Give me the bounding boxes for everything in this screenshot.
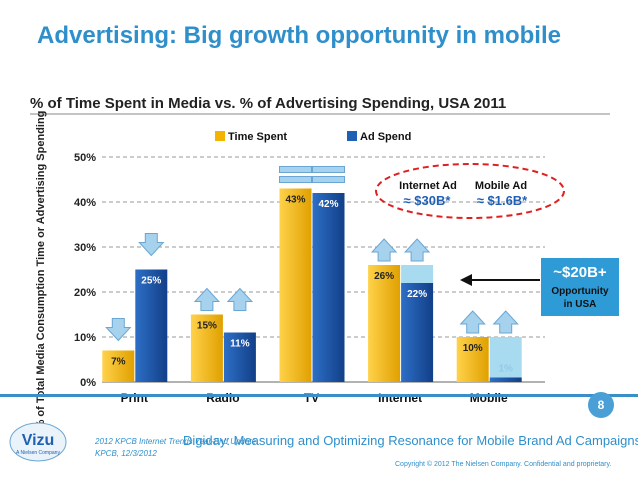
- annotations: Internet Ad ≈ $30B* Mobile Ad ≈ $1.6B* ~…: [375, 163, 619, 316]
- equal-bar: [312, 166, 345, 173]
- equal-bar: [279, 166, 312, 173]
- bar: [489, 377, 522, 382]
- source-line-1: 2012 KPCB Internet Trends Year-End Updat…: [95, 437, 256, 446]
- up-arrow: [226, 287, 254, 311]
- y-tick-label: 10%: [74, 332, 96, 344]
- y-tick-label: 0%: [80, 377, 96, 389]
- internet-ad-value: ≈ $30B*: [404, 193, 452, 208]
- bar: [135, 269, 168, 382]
- up-arrow: [492, 310, 519, 334]
- data-label: 42%: [318, 199, 338, 210]
- data-label: 25%: [141, 276, 161, 287]
- bar: [102, 350, 135, 382]
- source-text: 2012 KPCB Internet Trends Year-End Updat…: [95, 436, 256, 460]
- legend-label: Ad Spend: [360, 131, 411, 143]
- slide-title: Advertising: Big growth opportunity in m…: [37, 22, 561, 49]
- up-arrow: [459, 310, 486, 334]
- down-arrow: [138, 233, 165, 257]
- opportunity-box: [541, 258, 619, 316]
- gap-box: [401, 265, 434, 283]
- y-tick-label: 20%: [74, 287, 96, 299]
- y-tick-label: 50%: [74, 152, 96, 164]
- bar: [401, 283, 434, 382]
- mobile-ad-value: ≈ $1.6B*: [477, 193, 528, 208]
- up-arrow: [193, 287, 221, 311]
- ad-value-callout-ellipse: [375, 163, 565, 219]
- bar: [279, 188, 312, 382]
- bar: [223, 332, 256, 382]
- opportunity-line1: Opportunity: [551, 286, 609, 297]
- bar: [456, 337, 489, 382]
- data-label: 26%: [374, 271, 394, 282]
- chart-title: % of Time Spent in Media vs. % of Advert…: [30, 95, 506, 112]
- legend-swatch: [215, 131, 225, 141]
- bar: [190, 314, 223, 382]
- data-label: 22%: [407, 289, 427, 300]
- y-axis-label: % of Total Media Consumption Time or Adv…: [35, 111, 47, 430]
- svg-text:A Nielsen Company: A Nielsen Company: [16, 450, 60, 456]
- data-label: 11%: [230, 339, 250, 350]
- opportunity-arrowhead: [460, 274, 472, 286]
- caption: Digiday: Measuring and Optimizing Resona…: [183, 433, 638, 448]
- equal-bar: [312, 176, 345, 183]
- arrows: [105, 166, 519, 342]
- svg-text:Vizu: Vizu: [22, 432, 55, 449]
- opportunity-line2: in USA: [564, 299, 597, 310]
- internet-ad-label: Internet Ad: [399, 180, 457, 192]
- legend: Time Spent Ad Spend: [215, 131, 411, 143]
- bar: [368, 265, 401, 382]
- down-arrow: [105, 318, 132, 342]
- equal-bar: [279, 176, 312, 183]
- opportunity-value: ~$20B+: [553, 264, 607, 281]
- up-arrow: [370, 238, 398, 262]
- source-line-2: KPCB, 12/3/2012: [95, 449, 157, 458]
- bar: [312, 193, 345, 382]
- data-label: 7%: [111, 357, 126, 368]
- vizu-logo: Vizu A Nielsen Company: [9, 422, 67, 462]
- page-number-badge: 8: [588, 392, 614, 418]
- data-label: 15%: [197, 321, 217, 332]
- legend-label: Time Spent: [228, 131, 287, 143]
- legend-swatch: [347, 131, 357, 141]
- up-arrow: [403, 238, 431, 262]
- y-tick-label: 40%: [74, 197, 96, 209]
- gap-box: [489, 337, 522, 378]
- y-tick-label: 30%: [74, 242, 96, 254]
- footer-divider: [0, 394, 638, 397]
- bars: 7%25%15%11%43%42%26%22%10%1%: [102, 188, 522, 382]
- data-label: 10%: [463, 343, 483, 354]
- data-label: 43%: [285, 195, 305, 206]
- mobile-ad-label: Mobile Ad: [475, 180, 527, 192]
- copyright: Copyright © 2012 The Nielsen Company. Co…: [395, 461, 612, 468]
